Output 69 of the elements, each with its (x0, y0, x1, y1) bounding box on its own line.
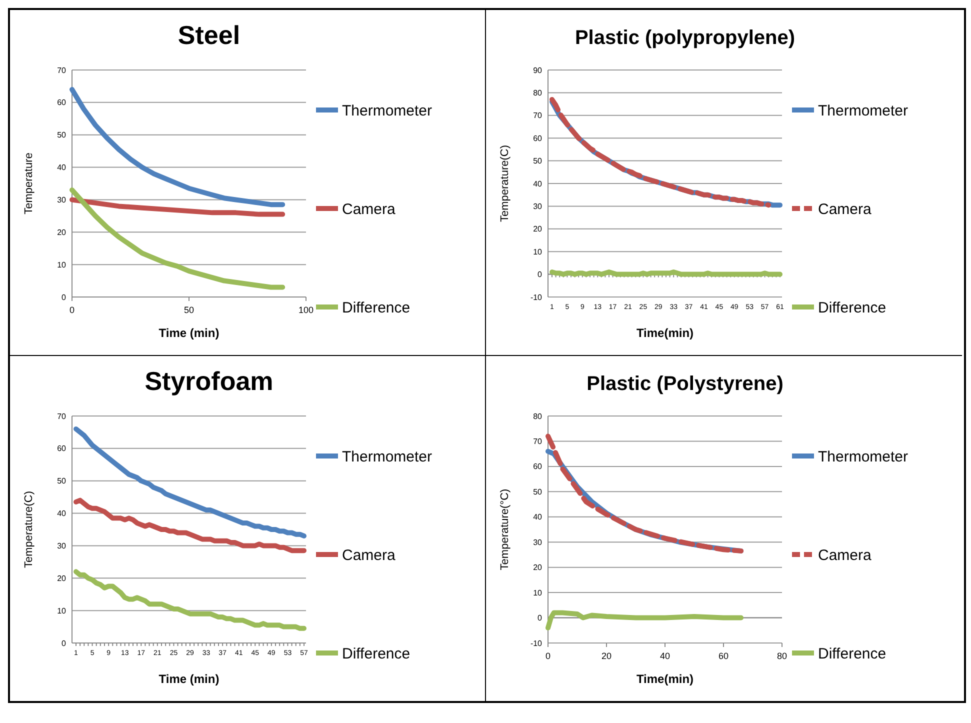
y-tick-label: 70 (57, 412, 67, 421)
y-tick-label: 0 (62, 292, 67, 302)
legend-label: Difference (818, 645, 886, 662)
y-tick-label: 70 (57, 66, 67, 75)
legend-label: Difference (818, 299, 886, 316)
chart-title: Plastic (polypropylene) (574, 27, 796, 49)
legend-label: Difference (342, 645, 410, 662)
y-tick-label: 40 (57, 509, 67, 518)
y-tick-label: 60 (57, 444, 67, 454)
y-tick-label: 60 (533, 134, 543, 143)
y-tick-label: 0 (538, 614, 543, 623)
y-tick-label: 60 (533, 462, 543, 472)
y-tick-label: -10 (530, 638, 543, 648)
y-axis-title: Temperature(C) (499, 144, 511, 222)
y-axis-title: Temperature(°C) (499, 488, 511, 570)
y-tick-label: 20 (533, 224, 543, 234)
legend-label: Thermometer (818, 102, 908, 120)
y-tick-label: 80 (533, 88, 543, 98)
y-tick-label: 30 (57, 542, 67, 551)
x-tick-label: 40 (660, 651, 670, 661)
legend-label: Camera (342, 200, 396, 218)
legend-label: Thermometer (342, 102, 432, 120)
y-tick-label: 20 (57, 228, 67, 237)
legend-label: Difference (342, 299, 410, 316)
y-tick-label: 10 (533, 588, 543, 598)
legend-label: Camera (818, 200, 872, 218)
y-tick-label: 50 (533, 487, 543, 496)
y-axis-title: Temperature(C) (23, 490, 35, 568)
x-tick-label: 100 (298, 305, 314, 315)
x-tick-label: 0 (545, 651, 551, 661)
y-tick-label: 50 (57, 476, 67, 486)
y-tick-label: 60 (57, 98, 67, 108)
x-tick-label: 80 (776, 651, 788, 661)
y-tick-label: 70 (533, 111, 543, 120)
x-tick-label: 20 (601, 651, 612, 661)
y-tick-label: -10 (530, 292, 543, 302)
chart-title: Styrofoam (144, 366, 274, 396)
y-tick-label: 30 (57, 196, 67, 205)
x-tick-label: 0 (69, 305, 75, 315)
y-tick-label: 50 (533, 156, 543, 166)
y-tick-label: 90 (533, 66, 543, 75)
x-axis-title: Time (min) (158, 326, 220, 340)
y-tick-label: 40 (57, 163, 67, 172)
y-tick-label: 40 (533, 512, 543, 522)
y-tick-label: 50 (57, 130, 67, 140)
y-tick-label: 40 (533, 179, 543, 188)
x-axis-title: Time(min) (636, 326, 694, 340)
chart-title: Steel (178, 20, 240, 50)
legend-label: Camera (342, 546, 396, 564)
y-tick-label: 10 (533, 247, 543, 256)
y-tick-label: 20 (57, 574, 67, 583)
legend-label: Camera (818, 546, 872, 564)
x-axis-title: Time (min) (158, 672, 220, 686)
y-tick-label: 0 (62, 638, 67, 648)
y-tick-label: 30 (533, 538, 543, 547)
y-tick-label: 0 (538, 270, 543, 280)
chart-title: Plastic (Polystyrene) (586, 373, 784, 395)
legend-label: Thermometer (818, 448, 908, 466)
x-axis-title: Time(min) (636, 672, 694, 686)
x-tick-label: 50 (184, 305, 194, 315)
x-tick-label: 60 (718, 651, 729, 661)
y-axis-title: Temperature (23, 152, 35, 214)
legend-label: Thermometer (342, 448, 432, 466)
y-tick-label: 30 (533, 202, 543, 211)
y-tick-label: 10 (57, 606, 67, 616)
y-tick-label: 20 (533, 563, 543, 572)
y-tick-label: 70 (533, 437, 543, 446)
y-tick-label: 80 (533, 412, 543, 421)
y-tick-label: 10 (57, 260, 67, 270)
